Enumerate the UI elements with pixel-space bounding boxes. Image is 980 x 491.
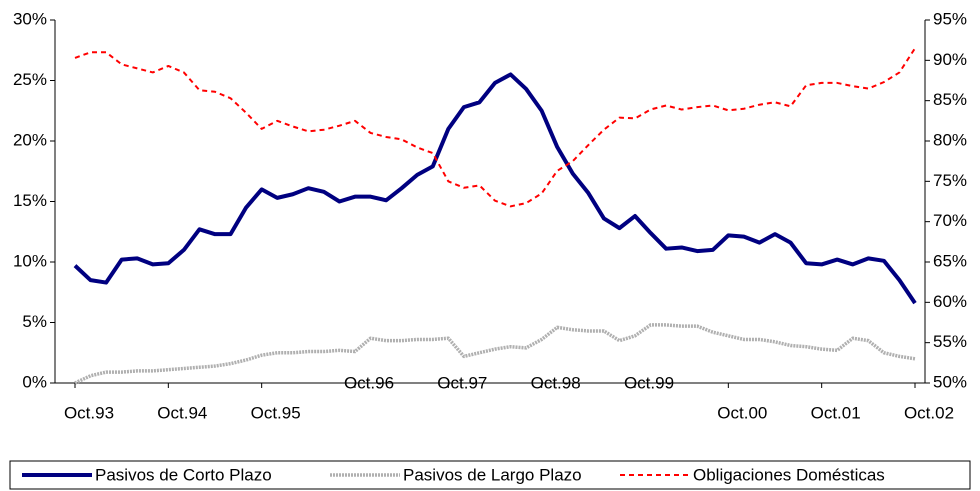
legend-box bbox=[9, 460, 971, 490]
x-tick-label: Oct.01 bbox=[811, 403, 861, 422]
x-tick-label: Oct.95 bbox=[251, 403, 301, 422]
series-line bbox=[74, 323, 916, 385]
y-tick-label: 25% bbox=[13, 70, 47, 89]
x-tick-label: Oct.96 bbox=[344, 373, 394, 392]
x-tick-label: Oct.94 bbox=[157, 403, 207, 422]
y2-tick-label: 75% bbox=[933, 171, 967, 190]
legend-label: Obligaciones Domésticas bbox=[693, 465, 885, 484]
y-tick-label: 15% bbox=[13, 191, 47, 210]
y2-tick-label: 80% bbox=[933, 130, 967, 149]
y2-tick-label: 95% bbox=[933, 9, 967, 28]
y2-tick-label: 85% bbox=[933, 90, 967, 109]
y2-tick-label: 50% bbox=[933, 372, 967, 391]
y2-tick-label: 90% bbox=[933, 50, 967, 69]
series-line bbox=[73, 72, 917, 305]
x-tick-label: Oct.97 bbox=[437, 373, 487, 392]
series-line bbox=[74, 47, 916, 208]
x-tick-label: Oct.00 bbox=[717, 403, 767, 422]
y-tick-label: 30% bbox=[13, 9, 47, 28]
x-tick-label: Oct.93 bbox=[64, 403, 114, 422]
y-tick-label: 20% bbox=[13, 130, 47, 149]
y2-tick-label: 60% bbox=[933, 292, 967, 311]
y-tick-label: 5% bbox=[22, 312, 47, 331]
legend-label: Pasivos de Corto Plazo bbox=[95, 465, 272, 484]
y-tick-label: 0% bbox=[22, 372, 47, 391]
y2-tick-label: 55% bbox=[933, 332, 967, 351]
y-tick-label: 10% bbox=[13, 251, 47, 270]
x-tick-label: Oct.02 bbox=[904, 403, 954, 422]
y2-tick-label: 65% bbox=[933, 251, 967, 270]
y2-tick-label: 70% bbox=[933, 211, 967, 230]
legend-label: Pasivos de Largo Plazo bbox=[403, 465, 582, 484]
x-tick-label: Oct.99 bbox=[624, 373, 674, 392]
x-tick-label: Oct.98 bbox=[531, 373, 581, 392]
